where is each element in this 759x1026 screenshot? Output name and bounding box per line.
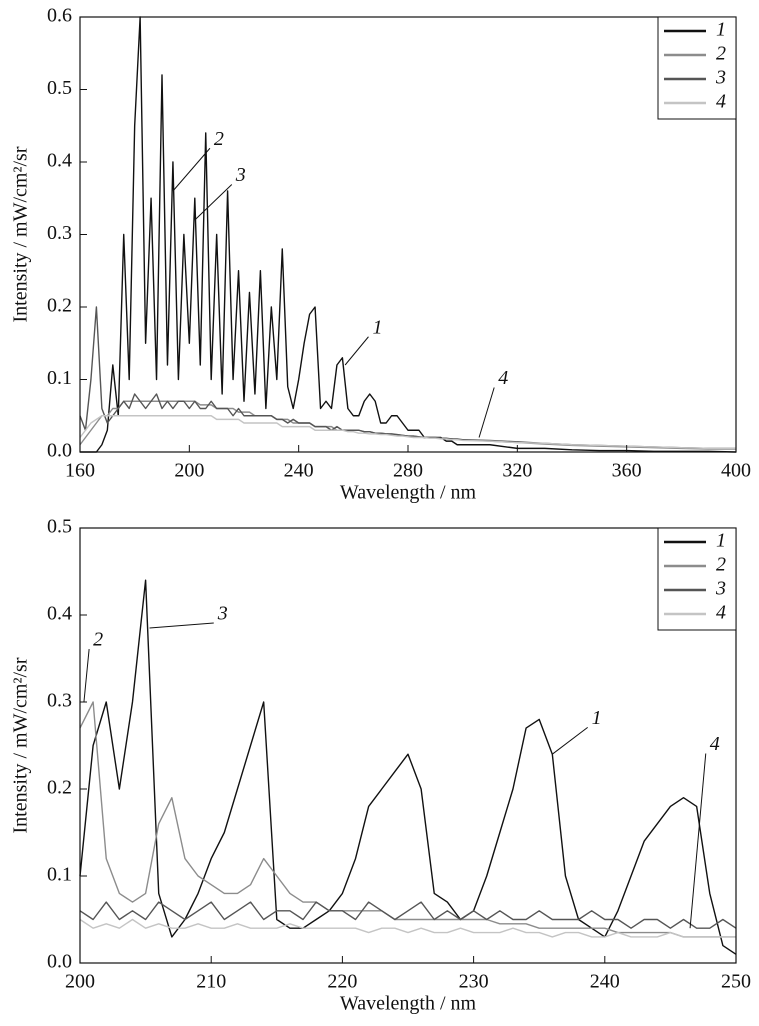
annotation: 4 — [498, 367, 508, 389]
series-line — [79, 415, 736, 450]
y-tick-label: 0.0 — [47, 440, 72, 462]
x-tick-label: 160 — [65, 460, 95, 482]
y-tick-label: 0.5 — [47, 516, 72, 538]
y-tick-label: 0.2 — [47, 777, 72, 799]
series-line — [79, 901, 737, 929]
x-tick-label: 320 — [502, 460, 532, 482]
y-tick-label: 0.3 — [47, 222, 72, 244]
x-tick-label: 360 — [612, 460, 642, 482]
y-tick-label: 0.3 — [47, 690, 72, 712]
x-tick-label: 240 — [284, 460, 314, 482]
series-line — [80, 16, 737, 453]
legend-label: 1 — [716, 19, 726, 41]
annotation: 2 — [214, 128, 224, 150]
annotation: 3 — [235, 164, 246, 186]
series-line — [79, 918, 736, 938]
x-tick-label: 230 — [459, 971, 489, 993]
annotation: 2 — [93, 629, 103, 651]
annotation-leader — [552, 727, 588, 755]
annotation-leader — [478, 387, 495, 438]
y-axis-label: Intensity / mW/cm²/sr — [10, 146, 32, 322]
annotation-leader — [344, 336, 369, 366]
x-axis-label: Wavelength / nm — [340, 482, 477, 504]
annotation: 4 — [710, 733, 720, 755]
annotation: 3 — [217, 603, 228, 625]
legend-label: 4 — [716, 91, 726, 113]
legend-label: 1 — [716, 530, 726, 552]
x-tick-label: 280 — [393, 460, 423, 482]
x-tick-label: 200 — [65, 971, 95, 993]
y-tick-label: 0.2 — [47, 295, 72, 317]
annotation-leader — [194, 184, 233, 221]
legend-label: 4 — [716, 602, 726, 624]
legend-label: 3 — [715, 578, 726, 600]
annotation: 1 — [372, 316, 382, 338]
y-tick-label: 0.1 — [47, 367, 72, 389]
y-tick-label: 0.1 — [47, 864, 72, 886]
series-line — [79, 701, 736, 938]
x-axis-label: Wavelength / nm — [340, 993, 477, 1015]
y-tick-label: 0.6 — [47, 5, 72, 27]
y-tick-label: 0.0 — [47, 951, 72, 973]
legend-label: 3 — [715, 67, 726, 89]
annotation-leader — [689, 753, 707, 929]
annotation-leader — [83, 649, 90, 703]
legend-label: 2 — [716, 554, 726, 576]
y-tick-label: 0.5 — [47, 77, 72, 99]
series-line — [79, 579, 737, 955]
x-tick-label: 240 — [590, 971, 620, 993]
x-tick-label: 200 — [174, 460, 204, 482]
annotation-leader — [149, 622, 214, 629]
plot-frame — [79, 527, 737, 964]
series-line — [79, 306, 736, 450]
x-tick-label: 220 — [327, 971, 357, 993]
annotation-leader — [172, 147, 211, 192]
x-tick-label: 400 — [721, 460, 751, 482]
y-axis-label: Intensity / mW/cm²/sr — [10, 657, 32, 833]
annotation: 1 — [592, 707, 602, 729]
x-tick-label: 210 — [196, 971, 226, 993]
y-tick-label: 0.4 — [47, 150, 72, 172]
x-tick-label: 250 — [721, 971, 751, 993]
legend-label: 2 — [716, 43, 726, 65]
series-line — [79, 400, 736, 450]
y-tick-label: 0.4 — [47, 603, 72, 625]
plot-frame — [79, 16, 737, 453]
